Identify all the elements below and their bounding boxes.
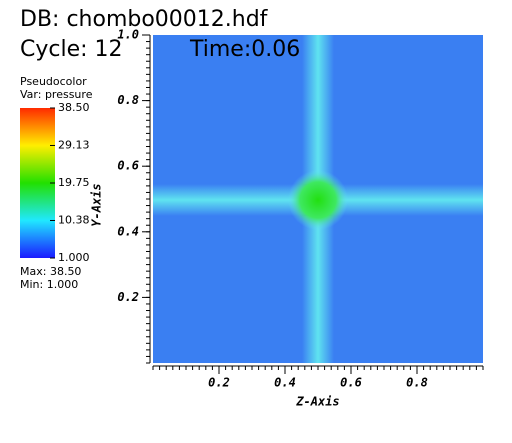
y-tick-label: 0.2 — [117, 290, 139, 304]
x-tick-label: 0.8 — [406, 376, 428, 390]
field — [153, 35, 483, 363]
colorbar — [20, 108, 55, 258]
db-label: DB: chombo00012.hdf — [20, 7, 269, 32]
legend-min: Min: 1.000 — [20, 278, 78, 291]
colorbar-label: 10.38 — [58, 213, 90, 226]
x-tick-label: 0.6 — [340, 376, 362, 390]
legend-var: Var: pressure — [20, 88, 93, 101]
colorbar-label: 29.13 — [58, 138, 90, 151]
colorbar-label: 19.75 — [58, 176, 90, 189]
colorbar-label: 38.50 — [58, 101, 90, 114]
x-tick-label: 0.2 — [208, 376, 230, 390]
y-axis-label: Y-Axis — [90, 183, 104, 226]
colorbar-label: 1.000 — [58, 251, 90, 264]
cycle-label: Cycle: 12 — [20, 37, 123, 62]
y-tick-label: 0.4 — [117, 224, 139, 238]
y-tick-label: 0.6 — [117, 159, 139, 173]
time-label: Time:0.06 — [189, 37, 300, 62]
x-tick-label: 0.4 — [274, 376, 296, 390]
legend-max: Max: 38.50 — [20, 265, 81, 278]
legend-title: Pseudocolor — [20, 75, 87, 88]
x-axis-label: Z-Axis — [295, 395, 339, 409]
y-tick-label: 0.8 — [117, 93, 139, 107]
y-tick-label: 1.0 — [117, 28, 139, 42]
